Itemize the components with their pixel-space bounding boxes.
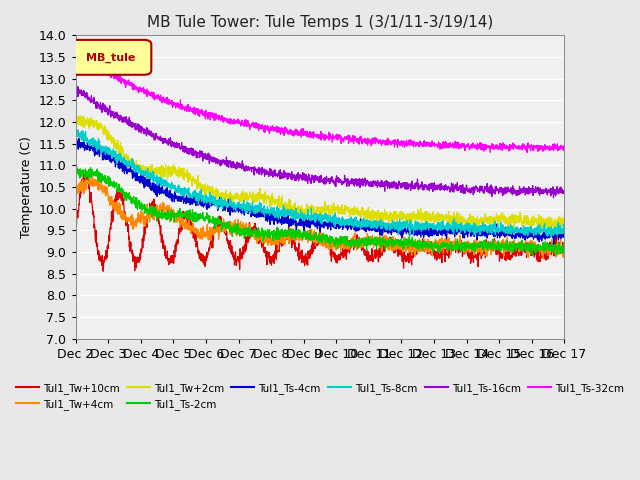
Legend: Tul1_Tw+10cm, Tul1_Tw+4cm, Tul1_Tw+2cm, Tul1_Ts-2cm, Tul1_Ts-4cm, Tul1_Ts-8cm, T: Tul1_Tw+10cm, Tul1_Tw+4cm, Tul1_Tw+2cm, … <box>12 379 628 414</box>
FancyBboxPatch shape <box>70 40 151 75</box>
Title: MB Tule Tower: Tule Temps 1 (3/1/11-3/19/14): MB Tule Tower: Tule Temps 1 (3/1/11-3/19… <box>147 15 493 30</box>
Text: MB_tule: MB_tule <box>86 52 136 62</box>
Y-axis label: Temperature (C): Temperature (C) <box>20 136 33 238</box>
